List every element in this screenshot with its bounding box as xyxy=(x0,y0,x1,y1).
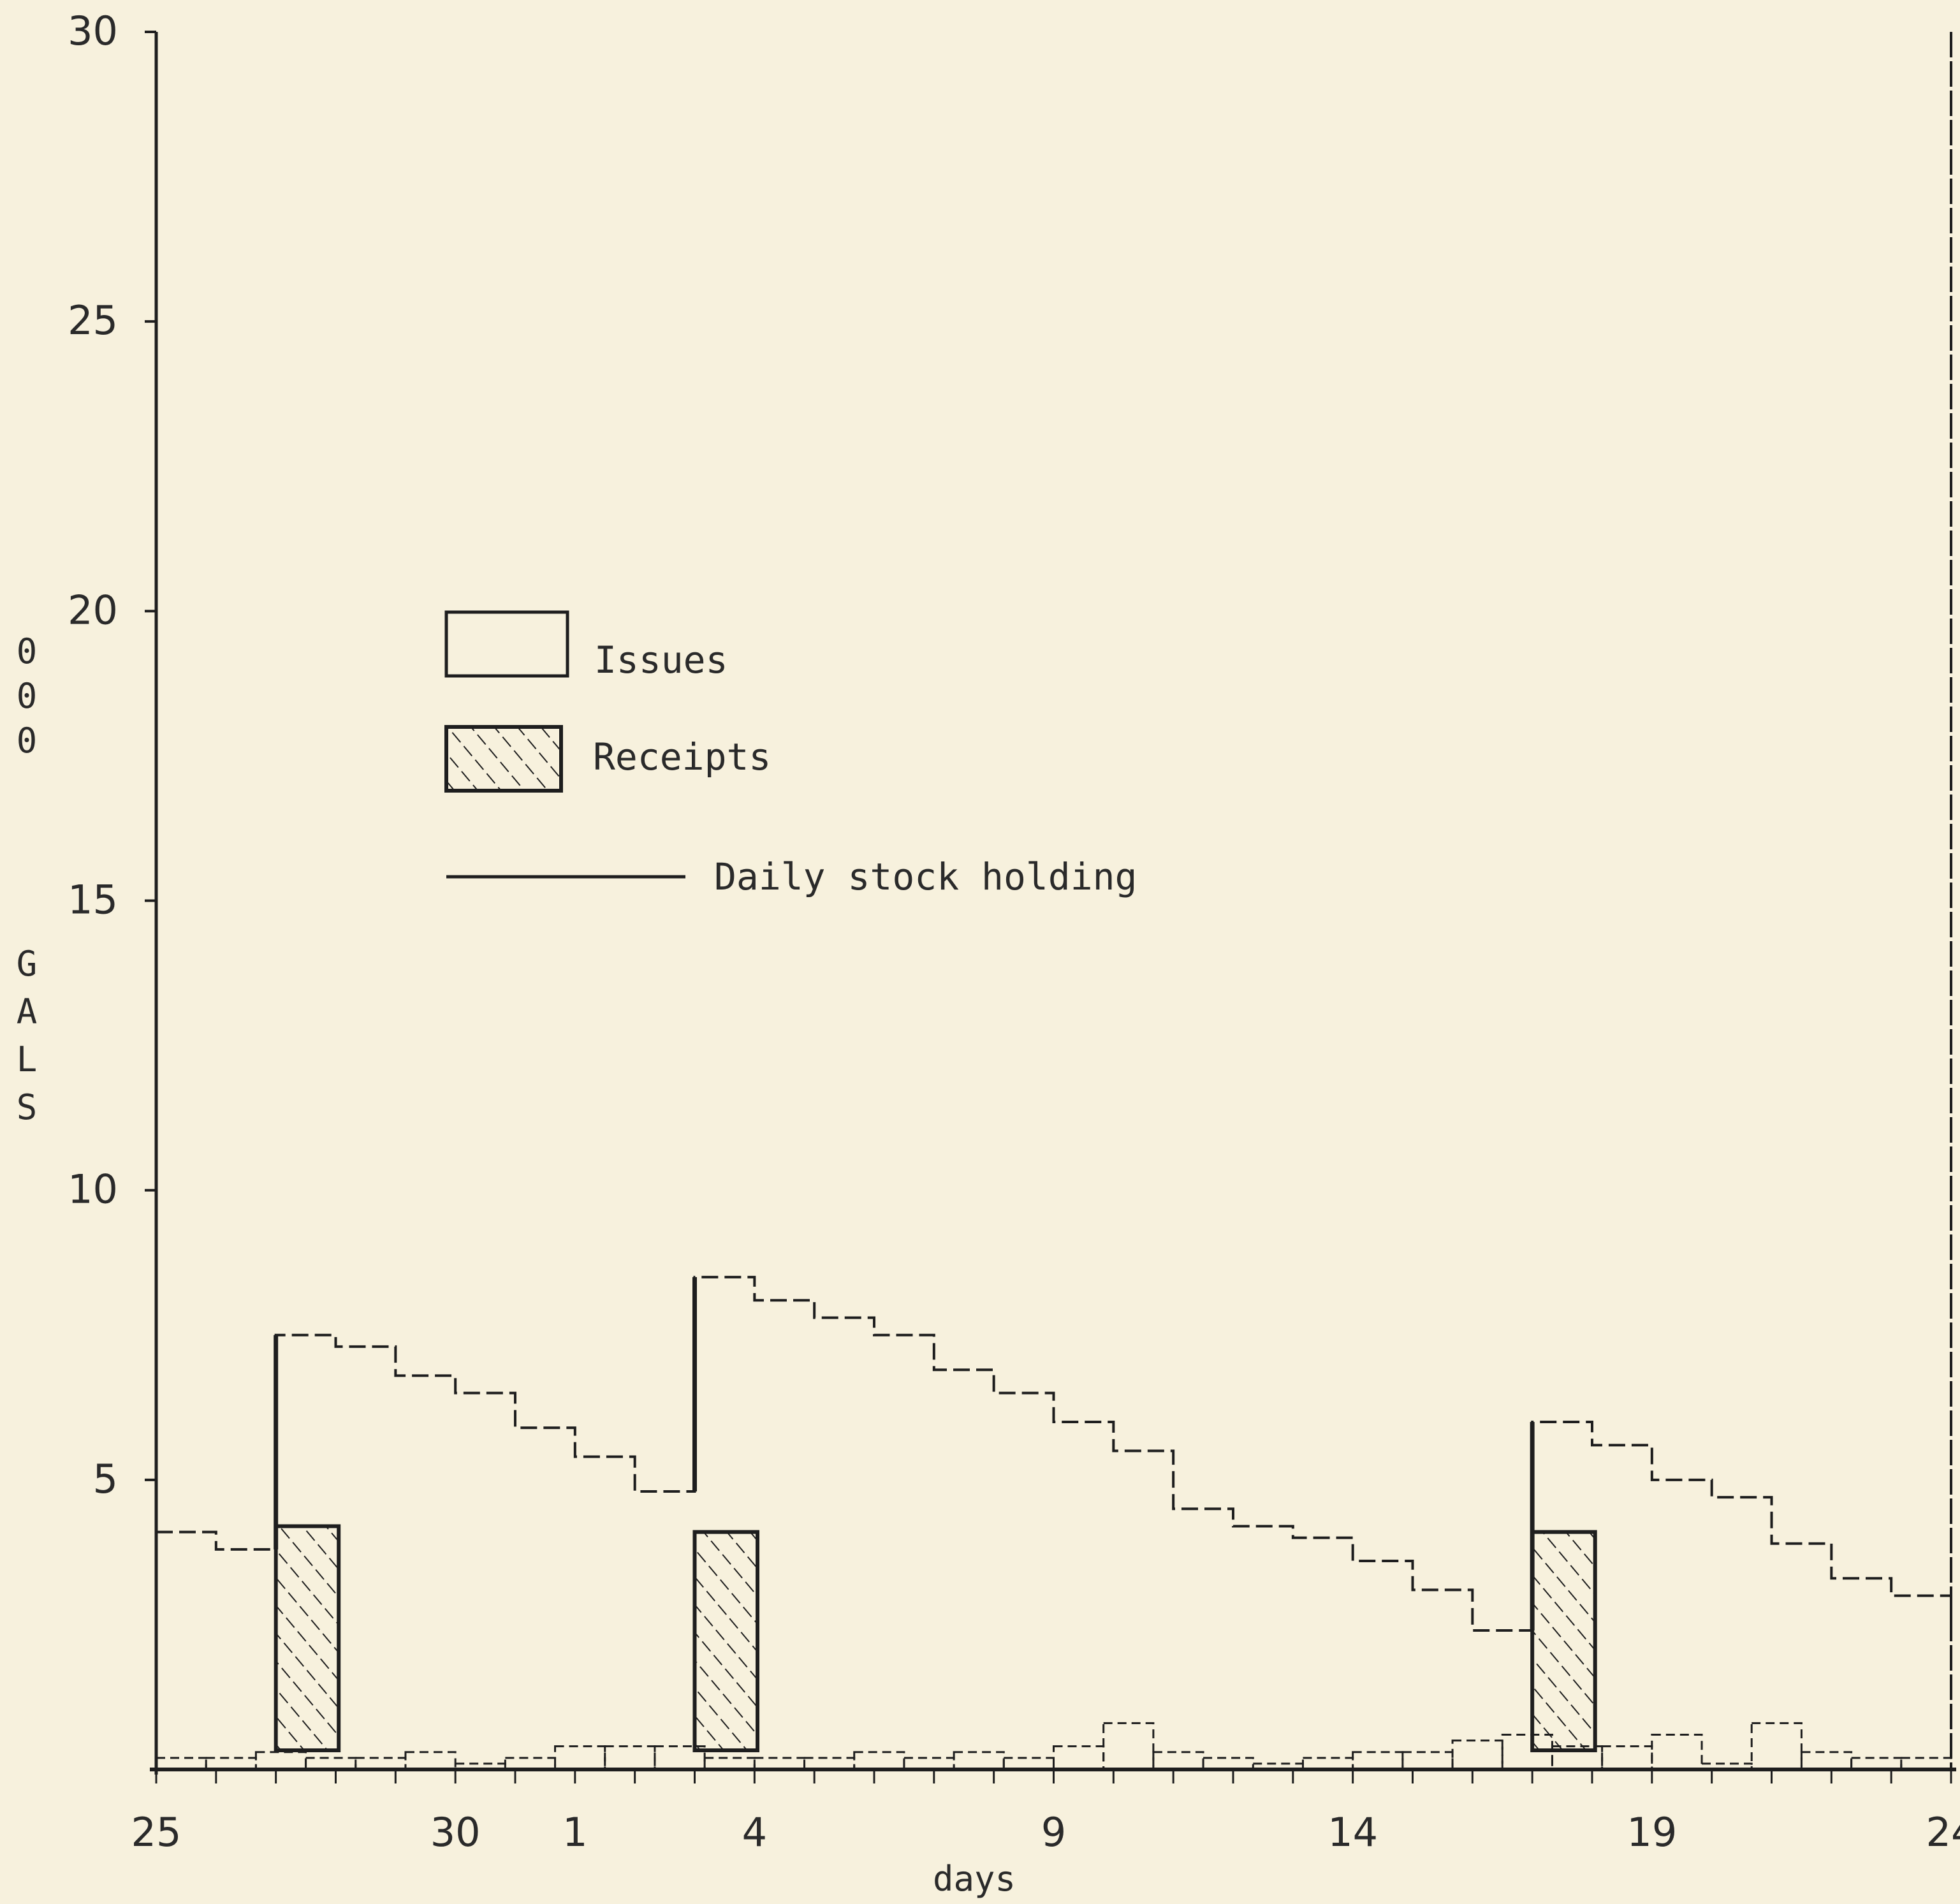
issues-bar xyxy=(504,1757,557,1771)
issues-bar xyxy=(355,1757,407,1771)
x-tick-label: 19 xyxy=(1627,1809,1677,1856)
issues-bar xyxy=(1102,1722,1155,1771)
issues-bar xyxy=(1750,1722,1803,1771)
issues-bar xyxy=(1002,1757,1055,1771)
issues-bar xyxy=(1401,1751,1454,1771)
issues-bar xyxy=(604,1745,656,1771)
issues-bar xyxy=(753,1757,806,1771)
legend-receipts-label: Receipts xyxy=(593,735,771,779)
x-tick-label: 4 xyxy=(742,1809,767,1856)
y-label-char: L xyxy=(17,1039,38,1080)
y-tick-label: 30 xyxy=(68,8,118,54)
y-tick-label: 10 xyxy=(68,1166,118,1213)
issues-bar xyxy=(404,1751,457,1771)
y-tick-label: 20 xyxy=(68,587,118,633)
x-tick-label: 9 xyxy=(1041,1809,1066,1856)
issues-bar xyxy=(554,1745,606,1771)
issues-bars xyxy=(155,1722,1952,1771)
axes xyxy=(150,32,1956,1775)
y-label-char: G xyxy=(17,944,38,984)
issues-bar xyxy=(155,1757,207,1771)
x-tick-label: 30 xyxy=(430,1809,481,1856)
issues-bar xyxy=(1800,1751,1853,1771)
y-label-char: A xyxy=(17,992,38,1032)
x-tick-label: 1 xyxy=(562,1809,587,1856)
y-ticks: 5 10 15 20 25 30 xyxy=(68,8,156,1502)
legend-issues-swatch xyxy=(444,610,569,678)
legend-stock-label: Daily stock holding xyxy=(714,855,1137,898)
issues-bar xyxy=(254,1751,307,1771)
issues-bar xyxy=(1651,1734,1703,1771)
x-axis-label: days xyxy=(933,1859,1016,1899)
receipt-bars xyxy=(274,1524,1597,1752)
issues-bar xyxy=(1152,1751,1204,1771)
issues-bar xyxy=(1900,1757,1952,1771)
issues-bar xyxy=(853,1751,905,1771)
issues-bar xyxy=(803,1757,856,1771)
legend-receipts-swatch xyxy=(444,725,563,793)
x-tick-label: 24 xyxy=(1926,1809,1960,1856)
issues-bar xyxy=(703,1757,756,1771)
stock-holding-line xyxy=(156,1275,1952,1632)
issues-bar xyxy=(903,1757,955,1771)
receipt-bar xyxy=(692,1530,760,1752)
issues-bar xyxy=(953,1751,1005,1771)
x-tick-label: 25 xyxy=(131,1809,182,1856)
x-tick-label: 14 xyxy=(1327,1809,1378,1856)
issues-bar xyxy=(1451,1739,1503,1771)
issues-bar xyxy=(205,1757,257,1771)
issues-bar xyxy=(1850,1757,1903,1771)
y-label-char: 0 xyxy=(17,676,38,716)
y-tick-label: 15 xyxy=(68,877,118,923)
issues-bar xyxy=(305,1757,357,1771)
stock-line-group xyxy=(156,1275,1952,1632)
receipt-bar xyxy=(274,1524,341,1752)
issues-bar xyxy=(1053,1745,1105,1771)
x-ticks: 2530149141924 xyxy=(131,1769,1960,1856)
y-tick-label: 25 xyxy=(68,297,118,344)
legend-issues-label: Issues xyxy=(594,638,728,682)
issues-bar xyxy=(1352,1751,1404,1771)
issues-bar xyxy=(1202,1757,1254,1771)
y-label-char: S xyxy=(17,1087,38,1127)
legend: Issues Receipts Daily stock holding xyxy=(444,610,1137,898)
issues-bar xyxy=(1301,1757,1354,1771)
issues-bar xyxy=(1601,1745,1653,1771)
y-label-char: 0 xyxy=(17,631,38,671)
receipt-bar xyxy=(1530,1530,1597,1752)
y-label-char: 0 xyxy=(17,721,38,761)
y-tick-label: 5 xyxy=(93,1456,118,1502)
